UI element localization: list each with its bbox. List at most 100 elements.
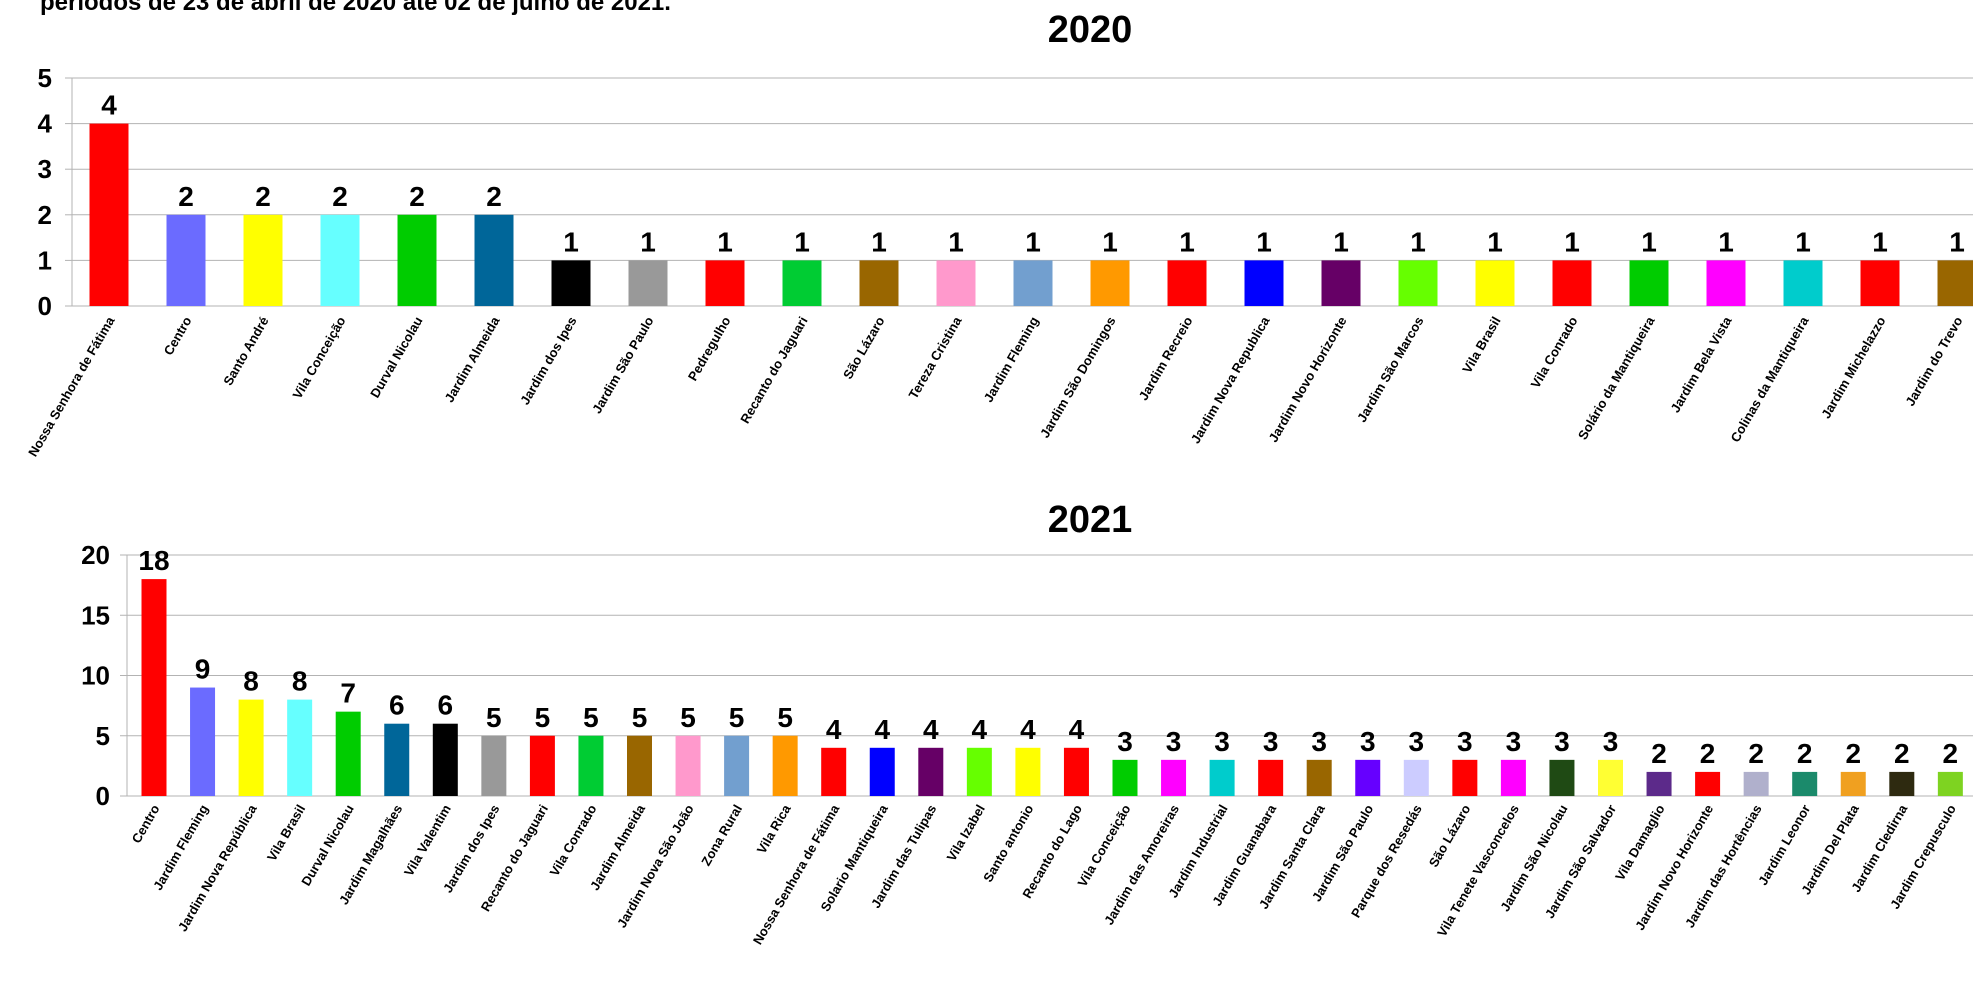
data-label: 2 — [409, 181, 425, 212]
category-label: Zona Rural — [698, 802, 745, 868]
bar — [141, 579, 167, 796]
bar — [1015, 747, 1041, 796]
data-label: 3 — [1409, 726, 1425, 757]
bar — [1706, 260, 1746, 306]
bar — [1937, 771, 1963, 796]
bar — [675, 735, 701, 796]
bar — [578, 735, 604, 796]
category-label: Jardim Nova Republica — [1188, 313, 1273, 446]
bar — [1355, 759, 1381, 796]
data-label: 2 — [1651, 738, 1667, 769]
bar — [1695, 771, 1721, 796]
category-label: Santo antonio — [980, 802, 1036, 885]
data-label: 2 — [1700, 738, 1716, 769]
data-label: 1 — [794, 226, 810, 257]
bar — [1646, 771, 1672, 796]
bar — [481, 735, 507, 796]
category-label: Vila Conrado — [1528, 314, 1581, 391]
bar — [166, 214, 206, 306]
bar — [1792, 771, 1818, 796]
y-tick-label: 0 — [96, 781, 110, 811]
data-label: 4 — [972, 714, 988, 745]
data-label: 3 — [1214, 726, 1230, 757]
y-tick-label: 5 — [38, 63, 52, 93]
bar — [320, 214, 360, 306]
bar — [1063, 747, 1089, 796]
y-tick-label: 0 — [38, 291, 52, 321]
data-label: 1 — [1025, 226, 1041, 257]
bar — [432, 723, 458, 796]
category-label: Vila Conceição — [289, 314, 348, 401]
data-label: 9 — [195, 654, 211, 685]
data-label: 8 — [292, 666, 308, 697]
data-label: 1 — [717, 226, 733, 257]
bar — [335, 711, 361, 796]
data-label: 2 — [1748, 738, 1764, 769]
bar — [918, 747, 944, 796]
data-label: 1 — [1795, 226, 1811, 257]
data-label: 2 — [1797, 738, 1813, 769]
data-label: 5 — [729, 702, 745, 733]
category-label: Tereza Cristina — [905, 313, 964, 401]
category-label: Jardim Fleming — [981, 314, 1042, 405]
data-label: 3 — [1263, 726, 1279, 757]
data-label: 1 — [1102, 226, 1118, 257]
bar — [190, 687, 216, 796]
category-label: São Lázaro — [840, 314, 888, 382]
data-label: 2 — [332, 181, 348, 212]
data-label: 6 — [438, 690, 454, 721]
bar — [1860, 260, 1900, 306]
category-label: Vila Conceição — [1074, 802, 1133, 889]
bar — [628, 260, 668, 306]
data-label: 1 — [948, 226, 964, 257]
data-label: 1 — [1564, 226, 1580, 257]
bar — [705, 260, 745, 306]
data-label: 2 — [178, 181, 194, 212]
category-label: Jardim Leonor — [1755, 802, 1813, 888]
data-label: 1 — [563, 226, 579, 257]
category-label: Vila Valentim — [401, 802, 454, 879]
bar — [1500, 759, 1526, 796]
category-label: Durval Nicolau — [367, 314, 426, 400]
data-label: 1 — [1641, 226, 1657, 257]
data-label: 4 — [101, 90, 117, 121]
chart-2020: 2020 0 1 2 3 4 5 4 Nossa Senhora de Fátima 2 Centr… — [25, 9, 1973, 459]
bar — [1306, 759, 1332, 796]
category-label: Vila Rica — [754, 801, 794, 856]
bar — [397, 214, 437, 306]
bar — [859, 260, 899, 306]
data-label: 4 — [923, 714, 939, 745]
bar — [1783, 260, 1823, 306]
bar — [1549, 759, 1575, 796]
bar — [936, 260, 976, 306]
category-label: Jardim Recreio — [1136, 314, 1196, 403]
data-label: 7 — [340, 678, 356, 709]
data-label: 4 — [1069, 714, 1085, 745]
bar — [772, 735, 798, 796]
bar — [1167, 260, 1207, 306]
bar — [1244, 260, 1284, 306]
bar — [1598, 759, 1623, 796]
bar — [724, 735, 750, 796]
category-label: Jardim do Trevo — [1902, 314, 1965, 409]
data-label: 1 — [1333, 226, 1349, 257]
y-tick-label: 2 — [38, 200, 52, 230]
header-caption: períodos de 23 de abril de 2020 até 02 d… — [40, 0, 671, 16]
data-label: 5 — [680, 702, 696, 733]
data-label: 3 — [1311, 726, 1327, 757]
chart-title: 2021 — [1048, 499, 1133, 541]
bar — [1475, 260, 1515, 306]
category-label: Recanto do Jaguari — [737, 314, 810, 426]
category-label: Jardim São Marcos — [1354, 314, 1427, 425]
y-tick-label: 5 — [96, 721, 110, 751]
data-label: 3 — [1457, 726, 1473, 757]
category-label: Centro — [161, 314, 195, 358]
category-label: Santo André — [220, 314, 271, 388]
bar — [1452, 759, 1478, 796]
bar — [1937, 260, 1973, 306]
bar — [1552, 260, 1592, 306]
category-label: Jardim Bela Vista — [1668, 313, 1735, 415]
data-label: 18 — [138, 545, 169, 576]
